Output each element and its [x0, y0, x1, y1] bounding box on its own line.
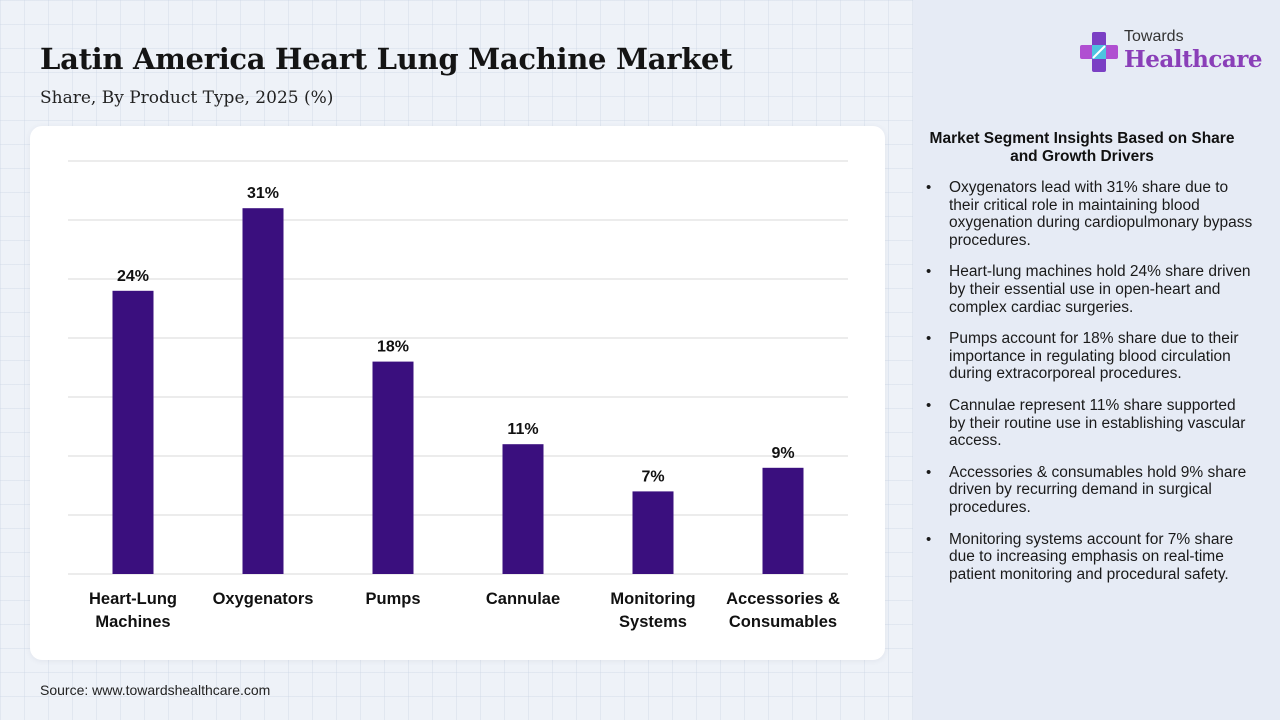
insights-title: Market Segment Insights Based on Share a…	[929, 130, 1235, 165]
x-tick-label: Monitoring	[610, 590, 695, 608]
bar	[372, 361, 414, 574]
insight-text: Monitoring systems account for 7% share …	[949, 530, 1234, 583]
insight-item: • Accessories & consumables hold 9% share…	[926, 464, 1256, 517]
insight-item: • Heart-lung machines hold 24% share driv…	[926, 263, 1256, 316]
source-note: Source: www.towardshealthcare.com	[40, 682, 271, 698]
bar	[762, 467, 804, 574]
bullet-icon: •	[926, 330, 932, 348]
data-label: 9%	[771, 445, 794, 462]
insight-text: Pumps account for 18% share due to their…	[949, 330, 1239, 383]
logo-main-text: Healthcare	[1124, 46, 1263, 73]
bullet-icon: •	[926, 463, 932, 481]
data-label: 11%	[507, 421, 538, 438]
chart-card: 24% Heart-Lung Machines 31% Oxygenators 18% Pu…	[30, 126, 885, 660]
x-tick-label: Accessories &	[726, 590, 840, 608]
towards-healthcare-logo: Towards Healthcare	[1080, 28, 1263, 78]
insight-text: Accessories & consumables hold 9% share …	[949, 463, 1247, 516]
bar	[632, 491, 674, 574]
x-tick-label: Pumps	[365, 590, 420, 608]
insight-item: • Oxygenators lead with 31% share due to …	[926, 179, 1256, 249]
medical-cross-icon	[1080, 32, 1118, 72]
insight-item: • Monitoring systems account for 7% share…	[926, 531, 1256, 584]
data-label: 7%	[641, 468, 664, 485]
logo-top-text: Towards	[1124, 28, 1184, 45]
insights-list: • Oxygenators lead with 31% share due to …	[926, 179, 1256, 597]
bullet-icon: •	[926, 396, 932, 414]
bullet-icon: •	[926, 530, 932, 548]
x-tick-label: Heart-Lung	[89, 590, 177, 608]
data-label: 18%	[377, 339, 409, 356]
x-tick-label: Cannulae	[486, 590, 560, 608]
chart-title: Latin America Heart Lung Machine Market	[40, 42, 733, 76]
x-tick-label: Systems	[619, 613, 687, 631]
bar	[502, 444, 544, 574]
bar-chart: 24% Heart-Lung Machines 31% Oxygenators 18% Pu…	[68, 160, 848, 631]
x-tick-label: Consumables	[729, 613, 837, 631]
bullet-icon: •	[926, 263, 932, 281]
insight-text: Cannulae represent 11% share supported b…	[949, 396, 1246, 450]
x-tick-label: Oxygenators	[213, 590, 314, 608]
data-label: 24%	[117, 268, 149, 285]
chart-subtitle: Share, By Product Type, 2025 (%)	[40, 88, 334, 108]
bar	[112, 290, 154, 574]
bar	[242, 208, 284, 574]
data-label: 31%	[247, 185, 279, 202]
insight-item: • Cannulae represent 11% share supported …	[926, 397, 1256, 450]
insight-item: • Pumps account for 18% share due to thei…	[926, 330, 1256, 383]
insights-panel	[913, 0, 1280, 720]
insight-text: Heart-lung machines hold 24% share drive…	[949, 263, 1251, 316]
insight-text: Oxygenators lead with 31% share due to t…	[949, 179, 1253, 249]
x-tick-label: Machines	[95, 613, 170, 631]
bullet-icon: •	[926, 179, 932, 196]
